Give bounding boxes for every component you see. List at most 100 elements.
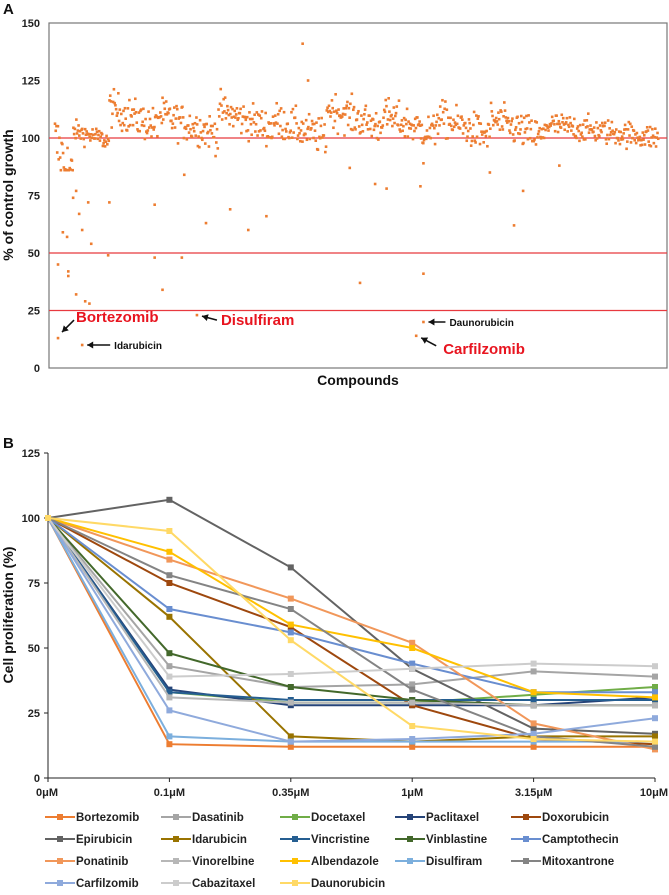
scatter-point — [223, 110, 226, 113]
scatter-point — [537, 130, 541, 133]
scatter-point — [80, 127, 84, 131]
scatter-point — [426, 135, 430, 138]
scatter-point — [113, 101, 116, 105]
scatter-point — [634, 141, 638, 145]
scatter-point — [452, 118, 455, 122]
scatter-point-outlier — [153, 256, 156, 259]
scatter-point — [218, 102, 222, 106]
scatter-point — [181, 105, 184, 109]
scatter-point — [466, 129, 470, 133]
scatter-point — [122, 109, 125, 113]
scatter-point — [96, 137, 100, 141]
scatter-point — [394, 114, 397, 118]
scatter-point — [93, 137, 97, 140]
legend-swatch-marker — [523, 858, 529, 864]
scatter-point-outlier — [195, 313, 199, 317]
scatter-point — [126, 107, 130, 110]
scatter-point — [467, 118, 471, 121]
scatter-point — [210, 132, 214, 135]
scatter-point — [255, 111, 259, 114]
scatter-point — [258, 114, 262, 117]
scatter-point — [623, 123, 627, 127]
scatter-point — [242, 105, 245, 108]
scatter-point — [518, 132, 522, 136]
scatter-point — [251, 102, 255, 105]
scatter-point — [632, 129, 636, 133]
series-marker — [652, 684, 658, 690]
scatter-point — [243, 115, 247, 119]
series-marker — [166, 572, 173, 579]
scatter-point-outlier — [422, 320, 425, 324]
series-marker — [530, 660, 537, 667]
scatter-point — [611, 129, 614, 133]
scatter-point — [642, 138, 645, 141]
scatter-point — [275, 101, 279, 105]
scatter-point — [164, 112, 167, 116]
series-line — [47, 517, 655, 743]
scatter-point — [356, 112, 360, 115]
scatter-point — [294, 104, 298, 108]
scatter-point — [494, 116, 498, 120]
scatter-point — [334, 92, 337, 96]
scatter-point — [650, 136, 653, 139]
scatter-point — [637, 138, 641, 141]
scatter-point — [648, 125, 652, 129]
scatter-point — [588, 128, 592, 131]
scatter-point — [508, 131, 512, 135]
scatter-point — [296, 134, 300, 137]
scatter-point — [77, 124, 80, 127]
scatter-point-outlier — [521, 189, 525, 193]
scatter-point — [577, 129, 581, 133]
scatter-point — [131, 123, 135, 127]
scatter-point — [464, 126, 468, 130]
scatter-point — [383, 110, 387, 114]
scatter-point — [603, 121, 607, 125]
legend-item: Vinblastine — [395, 834, 487, 846]
scatter-point — [651, 134, 655, 138]
scatter-point — [142, 107, 145, 111]
series-marker — [409, 681, 416, 688]
scatter-point — [500, 110, 503, 114]
scatter-point — [182, 136, 186, 140]
scatter-point — [620, 138, 623, 141]
scatter-point — [533, 138, 536, 141]
scatter-point — [565, 116, 569, 120]
scatter-point — [276, 112, 280, 116]
scatter-point — [636, 136, 639, 139]
scatter-point — [312, 122, 316, 126]
scatter-point — [629, 141, 633, 144]
series-line — [47, 517, 656, 743]
scatter-point — [114, 103, 117, 107]
scatter-point — [517, 121, 521, 125]
scatter-point — [477, 115, 480, 118]
scatter-point — [170, 119, 173, 123]
scatter-point — [362, 117, 365, 121]
scatter-point — [332, 126, 335, 130]
legend-swatch-marker — [57, 858, 63, 864]
series-marker — [166, 613, 173, 620]
scatter-point — [325, 109, 329, 112]
scatter-point — [313, 129, 317, 132]
scatter-point — [427, 135, 431, 139]
scatter-point — [572, 117, 576, 121]
scatter-point — [155, 115, 158, 118]
legend-label: Paclitaxel — [426, 812, 479, 824]
series-marker — [530, 736, 537, 742]
scatter-point — [482, 141, 485, 144]
scatter-point — [319, 124, 323, 128]
scatter-point-outlier — [228, 208, 232, 211]
legend-label: Vincristine — [311, 834, 370, 846]
scatter-point — [617, 130, 621, 133]
scatter-point — [458, 127, 462, 130]
scatter-point — [451, 128, 455, 132]
scatter-point-outlier — [265, 214, 268, 218]
scatter-point — [195, 116, 198, 119]
legend-swatch-marker — [57, 814, 63, 820]
scatter-point — [500, 125, 504, 128]
scatter-point — [351, 128, 354, 132]
scatter-point — [391, 124, 394, 128]
scatter-point-outlier — [180, 256, 184, 259]
scatter-point — [185, 138, 189, 141]
scatter-point — [373, 124, 376, 128]
series-marker — [166, 650, 173, 657]
